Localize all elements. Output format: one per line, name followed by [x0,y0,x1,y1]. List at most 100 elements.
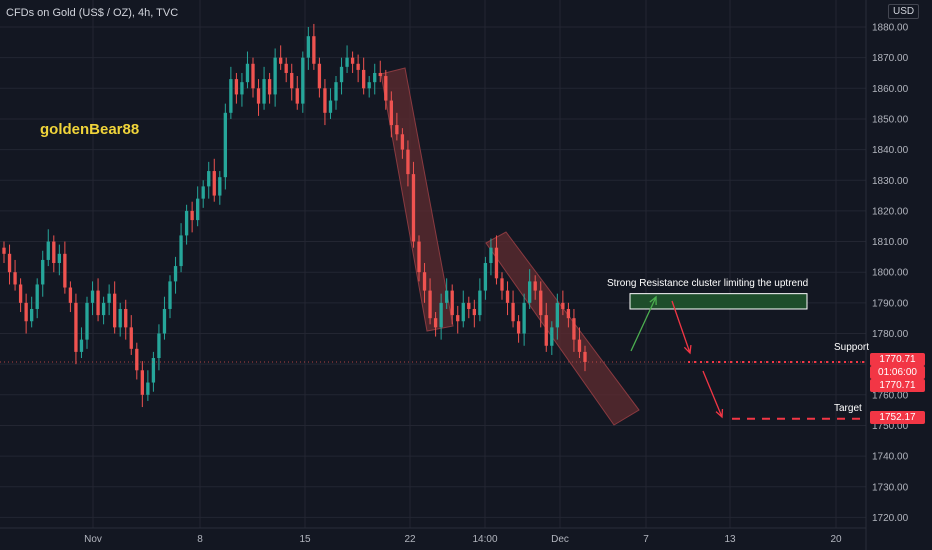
axes [0,0,867,550]
candle-body [113,293,117,328]
candle-body [323,88,327,113]
symbol-title[interactable]: CFDs on Gold (US$ / OZ), 4h, TVC [6,7,179,19]
candle-body [212,171,216,196]
candle-body [334,82,338,101]
target-annotation[interactable]: Target [834,403,862,414]
candle-body [96,290,100,316]
candle-body [201,186,205,199]
candle-body [500,278,504,291]
y-tick-label: 1740.00 [872,452,909,463]
candle-body [550,327,554,346]
bar-countdown-tag: 01:06:00 [870,366,925,379]
candle-body [301,57,305,104]
candle-body [251,63,255,89]
y-tick-label: 1820.00 [872,206,909,217]
candle-body [400,134,405,150]
candle-body [234,79,239,95]
candle-body [339,66,344,83]
grid-lines [0,0,866,528]
candle-body [223,112,227,178]
candle-body [129,327,133,349]
drop-to-target-arrow[interactable] [702,370,724,419]
candle-body [511,302,515,322]
candle-body [467,302,471,309]
y-tick-label: 1810.00 [872,237,909,248]
x-tick-label: 22 [404,534,416,545]
candle-body [378,72,382,77]
candle-body [190,210,194,221]
candle-body [68,287,73,303]
candle-body [218,177,222,196]
x-tick-label: 15 [299,534,311,545]
candle-body [290,72,294,89]
y-tick-label: 1870.00 [872,53,909,64]
candle-body [450,290,454,316]
y-tick-label: 1790.00 [872,298,909,309]
candlestick-series [2,23,587,408]
candle-body [417,241,421,273]
candle-body [74,302,78,352]
candle-body [151,358,156,383]
candle-body [18,284,23,303]
author-watermark: goldenBear88 [40,121,140,138]
currency-label[interactable]: USD [888,4,920,19]
candle-body [284,63,288,73]
x-tick-label: 7 [643,534,649,545]
candle-body [229,79,233,113]
candle-body [472,308,476,316]
candle-body [445,290,449,303]
candle-body [279,57,283,64]
candle-body [118,308,122,328]
candle-body [273,57,277,95]
candle-body [406,149,410,175]
candle-body [461,302,465,322]
resistance-annotation[interactable]: Strong Resistance cluster limiting the u… [607,278,809,289]
candle-body [483,263,488,291]
candle-body [140,370,144,395]
y-tick-label: 1860.00 [872,84,909,95]
x-tick-label: 14:00 [472,534,497,545]
resistance-zone-box[interactable] [629,293,808,310]
candle-body [544,315,548,346]
candle-body [85,302,89,340]
target-price-tag: 1752.17 [870,411,925,424]
candle-body [46,241,50,260]
candle-body [389,100,393,126]
candle-body [566,308,571,319]
y-tick-label: 1730.00 [872,482,909,493]
candle-body [433,318,438,328]
support-annotation[interactable]: Support [834,342,870,353]
candle-body [428,290,432,319]
y-tick-label: 1830.00 [872,176,909,187]
annotation-shapes [0,293,866,420]
candle-body [179,235,183,267]
y-tick-label: 1800.00 [872,268,909,279]
y-tick-label: 1760.00 [872,390,909,401]
candle-body [583,351,587,362]
candle-body [345,57,349,67]
y-tick-label: 1750.00 [872,421,909,432]
candle-body [577,339,582,352]
y-tick-label: 1720.00 [872,513,909,524]
candle-body [63,253,67,288]
x-axis-ticks[interactable]: Nov 8 15 22 14:00 Dec 7 13 20 [84,534,842,545]
candle-body [505,290,510,303]
bear-channel-2[interactable] [485,231,640,426]
candle-body [256,88,261,104]
candle-body [561,302,565,309]
y-axis-ticks[interactable]: 1880.00 1870.00 1860.00 1850.00 1840.00 1830.… [872,23,909,524]
y-tick-label: 1850.00 [872,114,909,125]
x-tick-label: 8 [197,534,203,545]
x-tick-label: 20 [830,534,842,545]
candle-body [494,247,499,279]
drop-to-support-arrow[interactable] [671,300,692,355]
candle-body [30,308,34,322]
candle-body [168,281,172,309]
candle-body [196,198,200,221]
candle-body [373,72,377,83]
bounce-up-arrow[interactable] [630,295,657,352]
last-price-tag: 1770.71 [870,353,925,366]
bear-channel-1[interactable] [380,67,454,332]
candle-body [24,302,28,322]
